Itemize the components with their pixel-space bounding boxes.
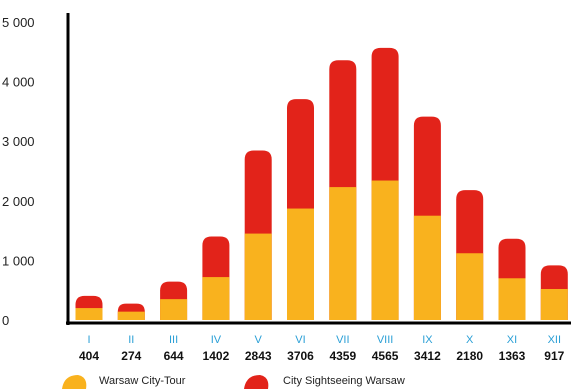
bar-segment-warsaw-city-tour (456, 253, 484, 320)
total-label: 3412 (414, 349, 441, 363)
y-tick-label: 4 000 (2, 75, 35, 90)
bar-segment-warsaw-city-tour (371, 180, 399, 320)
bar-segment-warsaw-city-tour (329, 187, 357, 320)
x-tick-label: VI (295, 334, 305, 346)
total-label: 644 (164, 349, 184, 363)
bar-segment-warsaw-city-tour (287, 208, 314, 320)
x-axis-tick-labels: I II III IV V VI VII VIII IX X XI XII (87, 334, 561, 346)
x-tick-label: IV (211, 334, 222, 346)
y-tick-label: 1 000 (2, 253, 35, 268)
x-tick-label: X (466, 334, 474, 346)
x-tick-label: VIII (377, 334, 394, 346)
legend-item-city-sightseeing-warsaw: City Sightseeing Warsaw (244, 375, 405, 389)
total-label: 404 (79, 349, 99, 363)
total-label: 4359 (329, 349, 356, 363)
bar-segment-warsaw-city-tour (202, 277, 230, 320)
bar-segment-warsaw-city-tour (117, 311, 145, 320)
total-label: 1363 (499, 349, 526, 363)
total-label: 2180 (456, 349, 483, 363)
x-tick-label: I (87, 334, 90, 346)
x-tick-label: XII (548, 334, 561, 346)
bars (75, 47, 568, 321)
y-tick-label: 0 (2, 313, 9, 328)
x-tick-label: V (255, 334, 263, 346)
legend-swatch (62, 375, 87, 389)
bar-segment-warsaw-city-tour (540, 289, 568, 320)
bar-segment-warsaw-city-tour (160, 299, 188, 320)
x-tick-label: III (169, 334, 178, 346)
bar-segment-warsaw-city-tour (498, 278, 526, 320)
y-tick-label: 5 000 (2, 15, 35, 30)
x-tick-label: II (128, 334, 134, 346)
total-label: 3706 (287, 349, 314, 363)
total-label: 274 (121, 349, 141, 363)
total-label: 4565 (372, 349, 399, 363)
legend-swatch (244, 375, 269, 389)
y-tick-label: 2 000 (2, 194, 35, 209)
x-tick-label: IX (422, 334, 433, 346)
legend: Warsaw City-Tour City Sightseeing Warsaw (62, 375, 405, 389)
legend-label: Warsaw City-Tour (99, 375, 186, 387)
bar-segment-warsaw-city-tour (244, 233, 272, 320)
legend-item-warsaw-city-tour: Warsaw City-Tour (62, 375, 186, 389)
total-label: 1402 (203, 349, 230, 363)
x-tick-label: VII (336, 334, 349, 346)
x-tick-label: XI (507, 334, 517, 346)
total-label: 2843 (245, 349, 272, 363)
bar-segment-warsaw-city-tour (75, 308, 103, 320)
total-label: 917 (544, 349, 564, 363)
bar-segment-warsaw-city-tour (413, 215, 441, 320)
legend-label: City Sightseeing Warsaw (283, 375, 405, 387)
total-labels: 404 274 644 1402 2843 3706 4359 4565 3412 2180 136… (79, 349, 565, 363)
y-axis-tick-labels: 0 1 000 2 000 3 000 4 000 5 000 (2, 15, 35, 328)
y-tick-label: 3 000 (2, 134, 35, 149)
